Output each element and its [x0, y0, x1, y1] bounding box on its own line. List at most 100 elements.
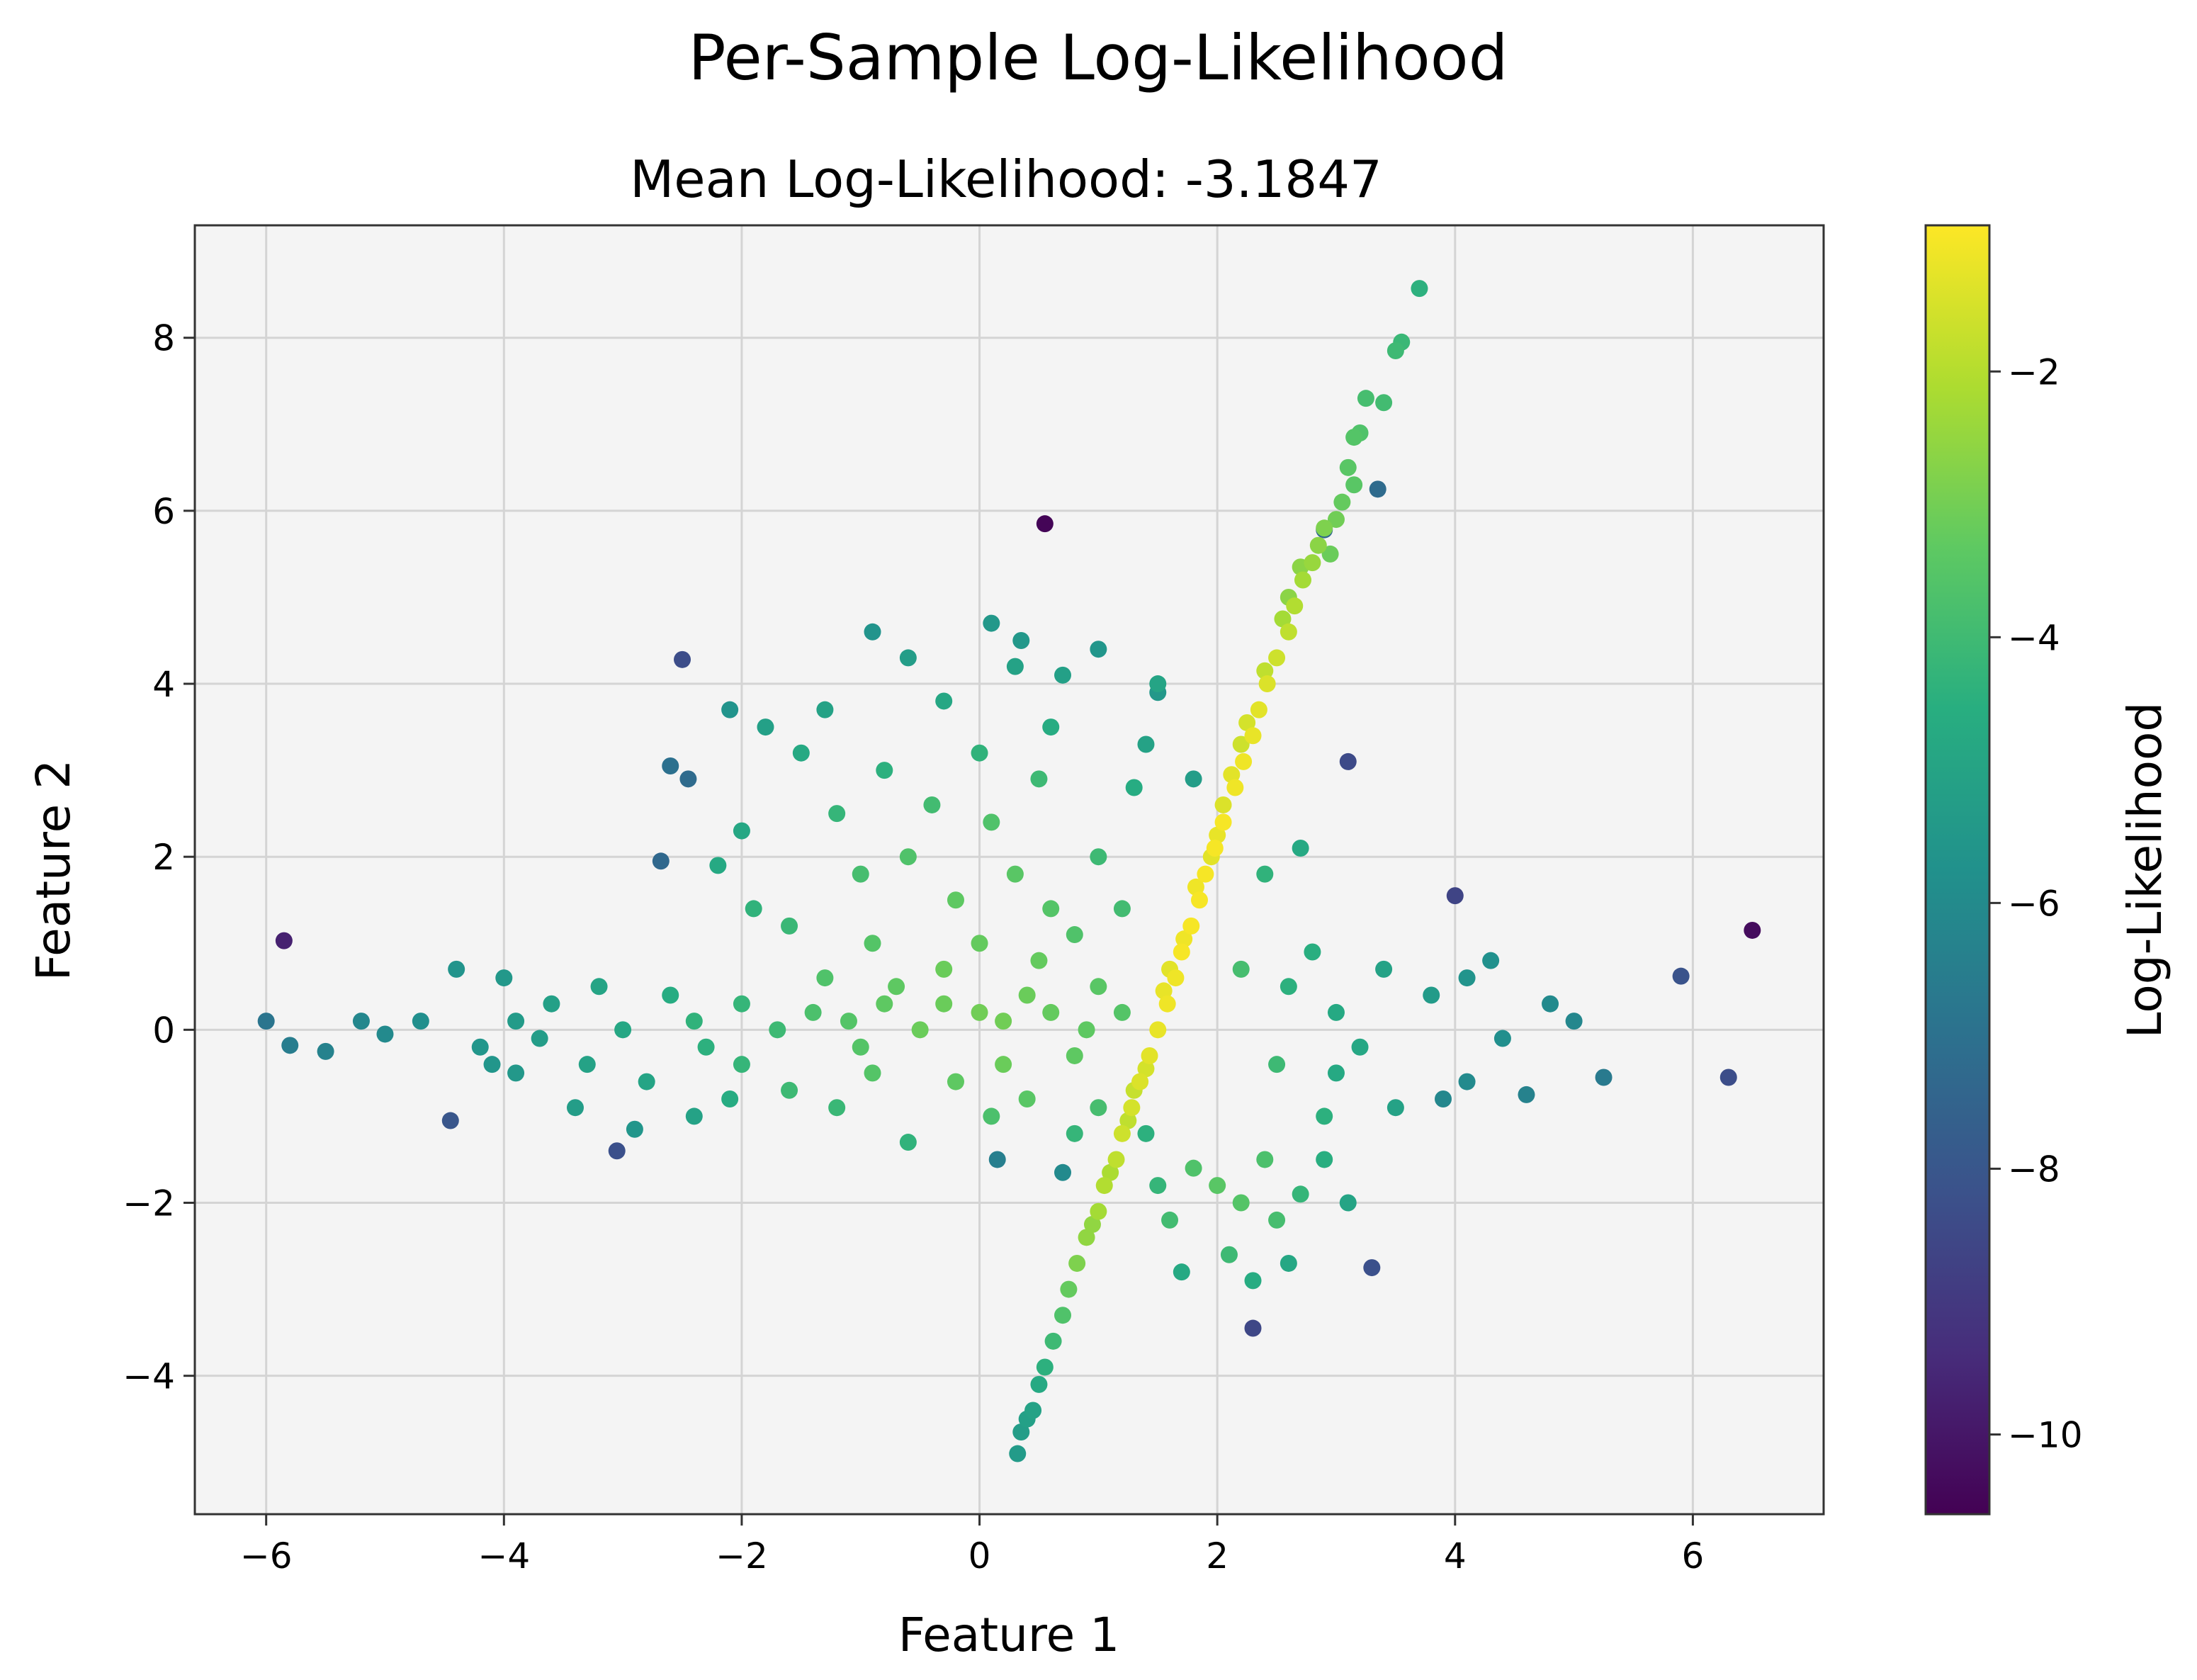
- x-axis-ticks: −6 −4 −2 0 2 4 6: [240, 1514, 1704, 1577]
- scatter-point: [864, 935, 881, 952]
- scatter-point: [971, 1003, 988, 1021]
- scatter-point: [1206, 839, 1224, 857]
- scatter-point: [995, 1013, 1012, 1030]
- scatter-point: [1149, 675, 1167, 693]
- scatter-point: [1042, 1003, 1060, 1021]
- scatter-point: [1339, 752, 1357, 770]
- scatter-point: [1024, 1402, 1042, 1419]
- scatter-point: [1292, 839, 1309, 857]
- scatter-point: [1187, 878, 1204, 896]
- scatter-point: [935, 692, 953, 710]
- scatter-point: [1018, 986, 1036, 1004]
- scatter-point: [507, 1013, 525, 1030]
- scatter-point: [1327, 1064, 1345, 1082]
- scatter-point: [662, 986, 679, 1004]
- scatter-point: [1006, 865, 1024, 883]
- scatter-point: [652, 852, 670, 870]
- scatter-point: [1036, 515, 1054, 533]
- scatter-point: [1232, 960, 1250, 978]
- scatter-point: [1161, 1211, 1179, 1229]
- scatter-point: [1274, 610, 1292, 628]
- scatter-point: [697, 1038, 715, 1056]
- scatter-point: [1090, 1099, 1107, 1117]
- y-tick-label: 4: [152, 664, 175, 705]
- scatter-point: [781, 917, 798, 935]
- scatter-point: [781, 1081, 798, 1099]
- scatter-point: [662, 757, 679, 775]
- scatter-point: [1294, 571, 1311, 589]
- scatter-point: [1113, 1124, 1131, 1142]
- scatter-point: [1066, 1047, 1083, 1064]
- scatter-point: [1321, 545, 1339, 563]
- scatter-point: [1066, 1124, 1083, 1142]
- x-tick-label: 0: [968, 1535, 991, 1577]
- scatter-points: [257, 280, 1761, 1462]
- scatter-point: [1054, 1307, 1072, 1324]
- scatter-point: [1090, 641, 1107, 658]
- scatter-point: [1719, 1069, 1737, 1086]
- scatter-point: [1107, 1151, 1125, 1168]
- scatter-point: [1435, 1090, 1452, 1108]
- scatter-point: [1036, 1358, 1054, 1376]
- scatter-point: [923, 796, 941, 813]
- scatter-point: [1256, 865, 1274, 883]
- scatter-point: [899, 1134, 917, 1151]
- colorbar-ticks: −10 −8 −6 −4 −2: [1989, 351, 2083, 1455]
- scatter-point: [531, 1030, 548, 1047]
- scatter-point: [1244, 727, 1262, 745]
- scatter-point: [1744, 921, 1761, 939]
- scatter-point: [1235, 752, 1253, 770]
- scatter-point: [983, 614, 1000, 632]
- scatter-point: [1375, 394, 1393, 412]
- scatter-point: [1327, 1003, 1345, 1021]
- scatter-point: [1054, 1163, 1072, 1181]
- scatter-point: [1137, 1060, 1155, 1078]
- scatter-point: [1090, 1202, 1107, 1220]
- colorbar-tick-label: −4: [2008, 617, 2060, 658]
- scatter-point: [1006, 658, 1024, 675]
- scatter-point: [1542, 995, 1559, 1013]
- scatter-point: [441, 1112, 459, 1129]
- scatter-point: [792, 744, 810, 762]
- scatter-point: [1258, 675, 1276, 693]
- scatter-point: [317, 1042, 334, 1060]
- scatter-point: [828, 1099, 846, 1117]
- scatter-point: [1339, 458, 1357, 476]
- scatter-point: [911, 1021, 929, 1039]
- scatter-point: [852, 865, 869, 883]
- scatter-point: [983, 1107, 1000, 1125]
- scatter-point: [1042, 900, 1060, 918]
- scatter-point: [1351, 1038, 1369, 1056]
- scatter-point: [876, 762, 893, 779]
- colorbar: [1924, 224, 1991, 1516]
- scatter-point: [852, 1038, 869, 1056]
- scatter-point: [745, 900, 762, 918]
- scatter-point: [1304, 943, 1321, 961]
- scatter-point: [1214, 796, 1232, 813]
- scatter-point: [685, 1107, 703, 1125]
- scatter-point: [1068, 1254, 1086, 1272]
- colorbar-tick-label: −10: [2008, 1414, 2083, 1455]
- scatter-point: [471, 1038, 489, 1056]
- scatter-point: [1044, 1332, 1062, 1350]
- x-tick-label: 2: [1206, 1535, 1229, 1577]
- scatter-point: [757, 718, 774, 736]
- scatter-point: [376, 1025, 394, 1043]
- scatter-point: [816, 969, 834, 987]
- scatter-point: [1149, 1177, 1167, 1195]
- scatter-point: [1375, 960, 1393, 978]
- scatter-point: [1280, 1254, 1297, 1272]
- scatter-point: [733, 822, 750, 840]
- scatter-point: [1565, 1013, 1583, 1030]
- scatter-point: [1518, 1086, 1535, 1103]
- scatter-point: [721, 701, 739, 718]
- scatter-point: [816, 701, 834, 718]
- scatter-point: [1339, 1194, 1357, 1212]
- scatter-point: [935, 960, 953, 978]
- scatter-point: [1090, 978, 1107, 996]
- x-tick-label: 6: [1682, 1535, 1705, 1577]
- scatter-point: [899, 848, 917, 866]
- scatter-point: [1226, 779, 1244, 796]
- y-tick-label: 6: [152, 491, 175, 532]
- scatter-point: [1345, 429, 1363, 446]
